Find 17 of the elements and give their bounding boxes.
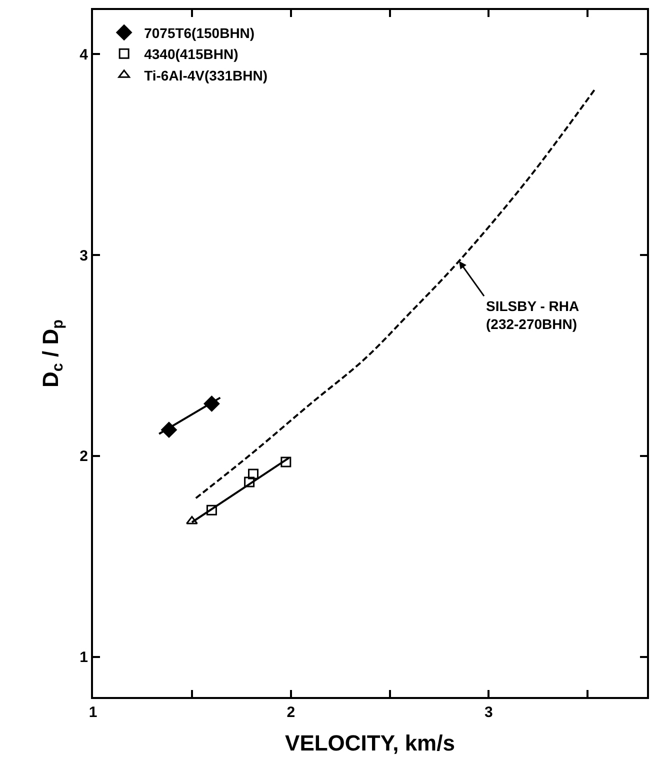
y-tick-label: 3 (80, 247, 88, 264)
line-series (194, 87, 597, 500)
annotation: SILSBY - RHA (232-270BHN) (486, 298, 580, 332)
y-tick-label: 1 (80, 649, 88, 666)
point (248, 468, 259, 480)
x-axis-title: VELOCITY, km/s (285, 730, 455, 756)
legend-label: Ti-6Al-4V(331BHN) (144, 67, 268, 84)
x-tick-label: 3 (484, 704, 493, 721)
x-tick-label: 2 (286, 704, 296, 721)
point (206, 504, 217, 516)
legend-label: 7075T6(150BHN) (144, 24, 255, 41)
point (186, 516, 198, 524)
point (244, 476, 255, 488)
point (280, 456, 292, 468)
y-tick-label: 4 (80, 46, 89, 64)
legend-label: 4340(415BHN) (144, 46, 238, 62)
y-tick-label: 2 (80, 448, 88, 466)
